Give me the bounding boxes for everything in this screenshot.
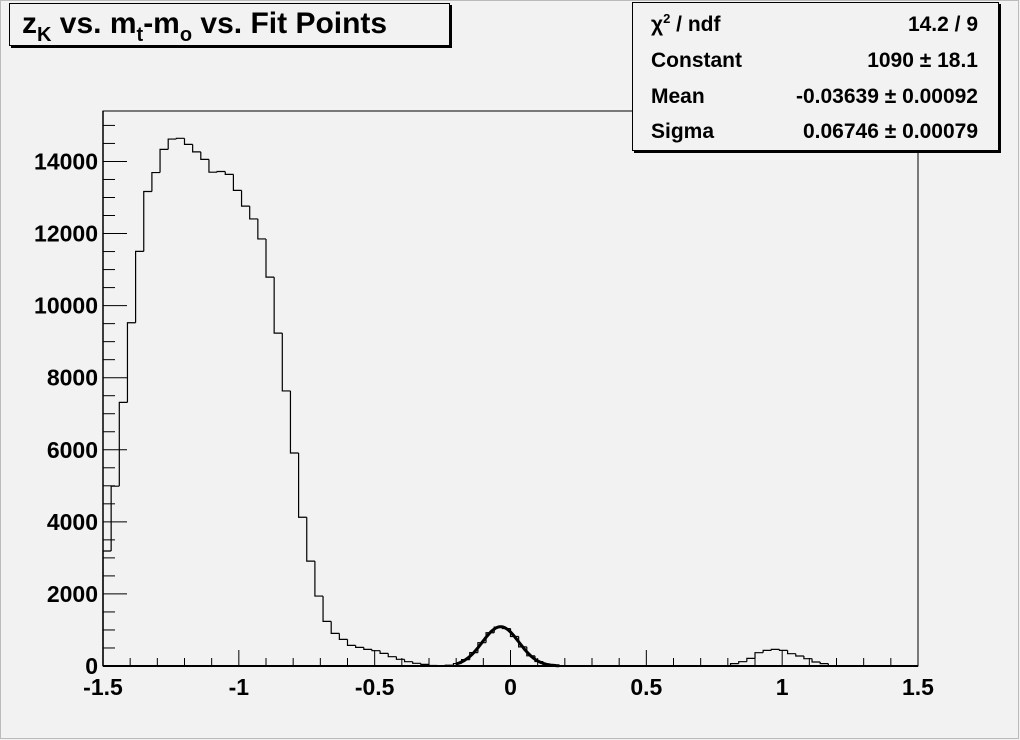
gaussian-fit-curve (455, 625, 560, 668)
histogram-bin (387, 653, 397, 658)
stats-label: Sigma (651, 120, 715, 143)
histogram-bin (216, 170, 226, 173)
histogram-bin (143, 190, 152, 252)
stats-label: Constant (651, 49, 742, 72)
x-tick-label: -1.5 (83, 674, 123, 700)
histogram-bin (208, 159, 218, 173)
histogram-bin (403, 659, 413, 663)
histogram-bin (265, 238, 275, 278)
title-subscript: K (37, 24, 52, 46)
ndf-label: / ndf (670, 13, 721, 36)
fit-stats-box: χ2 / ndf 14.2 / 9 Constant 1090 ± 18.1 M… (632, 2, 999, 151)
histogram-bin (232, 174, 242, 191)
histogram-bin (330, 621, 340, 634)
stats-value: -0.03639 ± 0.00092 (795, 85, 978, 108)
histogram-bin (738, 661, 747, 664)
chi-superscript: 2 (663, 11, 671, 26)
histogram-bin (811, 658, 821, 663)
histogram-bin (795, 653, 804, 657)
histogram-bin (346, 639, 356, 646)
plot-frame (102, 110, 919, 667)
histogram-bin (273, 277, 283, 334)
stats-row-mean: Mean -0.03639 ± 0.00092 (651, 79, 978, 115)
stats-value: 1090 ± 18.1 (867, 49, 978, 72)
histogram-bin (175, 137, 185, 140)
y-tick-label: 2000 (47, 581, 98, 607)
title-part: vs. Fit Points (192, 7, 388, 40)
chart-title: zK vs. mt-mo vs. Fit Points (9, 3, 450, 46)
y-tick-label: 10000 (34, 293, 98, 319)
histogram-bin (192, 144, 201, 153)
histogram-bin (151, 171, 161, 192)
stats-value: 14.2 / 9 (907, 13, 978, 36)
histogram-bin (289, 390, 299, 454)
title-part: vs. m (51, 7, 137, 40)
histogram-bin (420, 663, 429, 665)
histogram-bin (298, 453, 307, 518)
y-tick-label: 4000 (47, 509, 98, 535)
histogram-bin (224, 171, 234, 175)
stats-label: Mean (651, 85, 705, 108)
chi-symbol: χ (651, 13, 664, 36)
histogram-bin (754, 652, 764, 659)
stats-row-constant: Constant 1090 ± 18.1 (651, 43, 978, 79)
histogram-bin (363, 647, 372, 650)
histogram-bin (371, 649, 381, 652)
y-tick-label: 6000 (47, 437, 98, 463)
histogram-bin (762, 649, 772, 653)
histogram-bin (126, 322, 136, 403)
x-tick-label: -0.5 (355, 674, 395, 700)
histogram-bin (306, 517, 315, 562)
y-tick-label: 14000 (34, 148, 98, 174)
stats-row-chi2: χ2 / ndf 14.2 / 9 (651, 7, 978, 43)
stats-value: 0.06746 ± 0.00079 (802, 120, 978, 143)
stats-row-sigma: Sigma 0.06746 ± 0.00079 (651, 114, 978, 150)
histogram-bin (379, 650, 389, 654)
histogram-bin (338, 633, 348, 640)
x-tick-label: 0.5 (630, 674, 662, 700)
histogram-bin (110, 485, 120, 552)
histogram-bin (746, 657, 755, 662)
x-tick-label: 1 (776, 674, 789, 700)
histogram-bin (167, 138, 177, 150)
histogram-bin (355, 645, 364, 648)
histogram-bin (240, 190, 250, 207)
histogram-bin (159, 148, 169, 173)
histogram-bin (412, 661, 421, 664)
stats-label: χ2 / ndf (651, 7, 720, 43)
histogram-bin (787, 650, 796, 655)
histogram-bin (395, 656, 405, 660)
histogram-bin (819, 662, 829, 665)
histogram-bin (281, 333, 291, 392)
x-tick-label: 0 (504, 674, 517, 700)
histogram-bin (135, 250, 144, 323)
y-tick-label: 8000 (47, 365, 98, 391)
title-part: z (22, 7, 37, 40)
histogram-bin (803, 656, 813, 660)
histogram-bin (249, 206, 258, 220)
histogram-bin (200, 151, 209, 160)
title-part: -m (143, 7, 180, 40)
title-subscript: t (136, 24, 144, 46)
histogram-bin (183, 138, 193, 145)
histogram-bin (102, 550, 112, 666)
histogram-bin (314, 561, 324, 597)
histogram-bin (770, 648, 780, 651)
y-tick-label: 12000 (34, 221, 98, 247)
y-tick-label: 0 (85, 653, 98, 679)
x-tick-label: -1 (229, 674, 250, 700)
histogram-bin (322, 596, 332, 622)
histogram-bin (257, 218, 266, 240)
histogram-bin (118, 401, 128, 487)
histogram-bin (778, 649, 788, 651)
title-subscript: o (179, 24, 193, 46)
x-tick-label: 1.5 (902, 674, 934, 700)
